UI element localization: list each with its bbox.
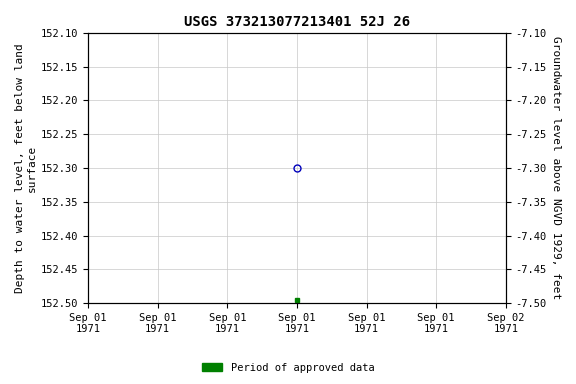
Y-axis label: Depth to water level, feet below land
surface: Depth to water level, feet below land su… xyxy=(15,43,37,293)
Y-axis label: Groundwater level above NGVD 1929, feet: Groundwater level above NGVD 1929, feet xyxy=(551,36,561,300)
Legend: Period of approved data: Period of approved data xyxy=(198,359,378,377)
Title: USGS 373213077213401 52J 26: USGS 373213077213401 52J 26 xyxy=(184,15,410,29)
